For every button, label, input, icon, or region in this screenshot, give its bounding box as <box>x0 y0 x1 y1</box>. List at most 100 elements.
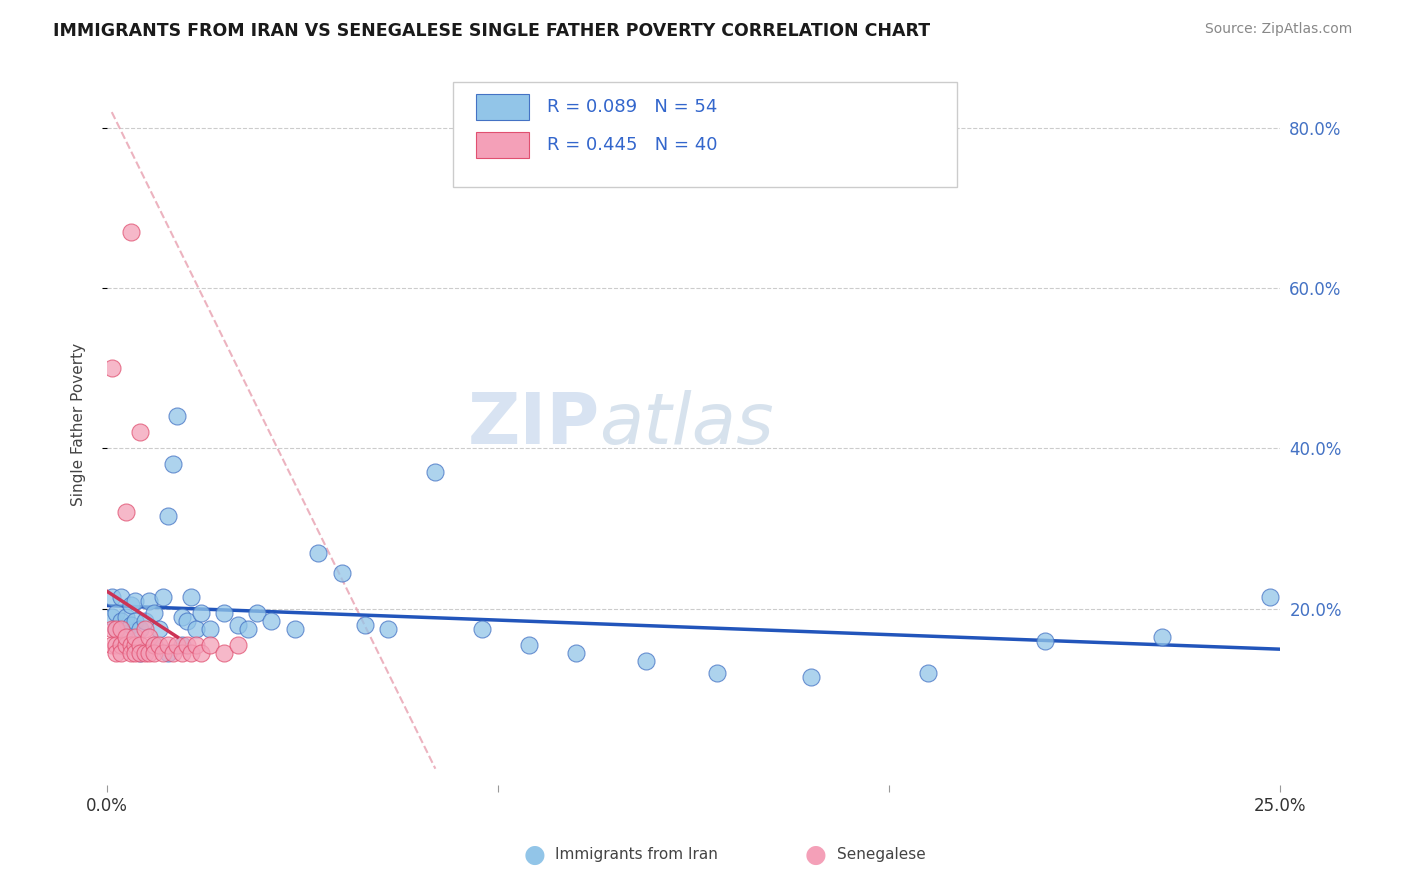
Point <box>260 614 283 628</box>
Point <box>114 622 136 636</box>
Point <box>120 617 142 632</box>
Point <box>190 646 212 660</box>
Text: R = 0.445   N = 40: R = 0.445 N = 40 <box>547 136 717 153</box>
Point <box>138 630 160 644</box>
Point <box>152 646 174 660</box>
Text: Immigrants from Iran: Immigrants from Iran <box>555 847 718 862</box>
Point <box>186 622 208 636</box>
Point <box>124 593 146 607</box>
Point <box>152 590 174 604</box>
Point <box>114 609 136 624</box>
Point <box>425 466 447 480</box>
Point <box>100 609 122 624</box>
Point <box>114 506 136 520</box>
Point <box>129 646 152 660</box>
Point <box>214 646 236 660</box>
Point <box>228 638 250 652</box>
Point <box>110 638 132 652</box>
Y-axis label: Single Father Poverty: Single Father Poverty <box>72 343 86 506</box>
Point <box>105 622 128 636</box>
Point <box>120 638 142 652</box>
Point <box>307 545 329 559</box>
Point <box>110 622 132 636</box>
Point <box>138 593 160 607</box>
Point <box>1258 590 1281 604</box>
Point <box>105 638 128 652</box>
Point <box>565 646 588 660</box>
Point <box>1152 630 1174 644</box>
Point <box>124 614 146 628</box>
Point <box>330 566 353 580</box>
Point <box>110 614 132 628</box>
Point <box>354 617 377 632</box>
Point <box>105 646 128 660</box>
Point <box>517 638 540 652</box>
Point <box>800 670 823 684</box>
Text: R = 0.089   N = 54: R = 0.089 N = 54 <box>547 98 717 116</box>
Point <box>228 617 250 632</box>
Text: ●: ● <box>523 843 546 866</box>
Point <box>148 638 170 652</box>
Point <box>110 646 132 660</box>
Point <box>190 606 212 620</box>
Point <box>110 590 132 604</box>
Point <box>120 646 142 660</box>
Point <box>1033 633 1056 648</box>
Point <box>172 609 194 624</box>
Point <box>120 638 142 652</box>
Point <box>162 646 184 660</box>
Point <box>134 646 156 660</box>
Point <box>176 614 198 628</box>
Point <box>129 622 152 636</box>
Point <box>180 590 202 604</box>
Point <box>236 622 259 636</box>
Point <box>157 646 180 660</box>
Point <box>124 646 146 660</box>
Point <box>214 606 236 620</box>
Point <box>186 638 208 652</box>
Point <box>143 638 166 652</box>
Point <box>636 654 658 668</box>
Point <box>148 622 170 636</box>
Text: atlas: atlas <box>599 390 775 458</box>
Point <box>134 622 156 636</box>
Text: ●: ● <box>804 843 827 866</box>
Point <box>172 638 194 652</box>
Point <box>114 630 136 644</box>
Point <box>284 622 307 636</box>
Point <box>471 622 494 636</box>
Point <box>200 622 222 636</box>
Point <box>180 646 202 660</box>
Point <box>134 614 156 628</box>
Point <box>114 638 136 652</box>
Point <box>105 622 128 636</box>
Point <box>138 646 160 660</box>
Point <box>129 646 152 660</box>
Point <box>110 638 132 652</box>
Point <box>172 646 194 660</box>
Point <box>157 509 180 524</box>
Point <box>706 665 728 680</box>
Point <box>166 638 188 652</box>
Point <box>246 606 269 620</box>
Point <box>100 361 122 376</box>
Text: Source: ZipAtlas.com: Source: ZipAtlas.com <box>1205 22 1353 37</box>
Point <box>162 458 184 472</box>
Point <box>176 638 198 652</box>
Point <box>917 665 939 680</box>
FancyBboxPatch shape <box>453 82 957 186</box>
FancyBboxPatch shape <box>477 95 529 120</box>
Point <box>200 638 222 652</box>
Point <box>120 225 142 239</box>
Text: ZIP: ZIP <box>467 390 599 458</box>
Point <box>157 638 180 652</box>
Point <box>143 646 166 660</box>
Point <box>143 606 166 620</box>
Point <box>166 409 188 424</box>
Point <box>120 598 142 612</box>
Point <box>124 638 146 652</box>
Point <box>129 638 152 652</box>
Point <box>105 606 128 620</box>
Point <box>100 638 122 652</box>
Point <box>124 630 146 644</box>
